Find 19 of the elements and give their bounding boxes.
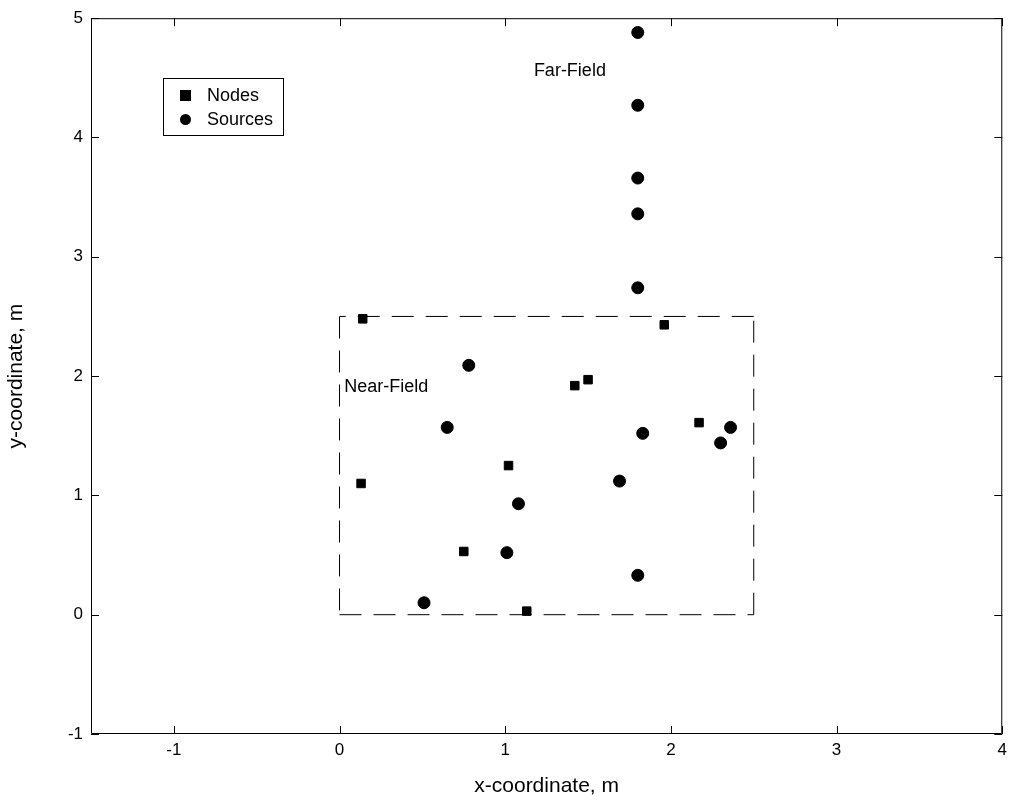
legend-label: Nodes <box>207 84 260 108</box>
x-tick-label: -1 <box>166 739 182 759</box>
x-axis-title: x-coordinate, m <box>474 773 619 797</box>
legend-label: Sources <box>207 108 274 132</box>
y-axis-title: y-coordinate, m <box>3 303 27 449</box>
y-tick-label: 5 <box>73 7 83 27</box>
x-tick-label: 4 <box>997 739 1008 759</box>
annotation: Far-Field <box>533 60 606 81</box>
x-tick-label: 2 <box>666 739 676 759</box>
x-tick-label: 0 <box>334 739 345 759</box>
annotation: Near-Field <box>344 375 429 396</box>
x-tick-label: 1 <box>500 739 510 759</box>
y-tick-label: 3 <box>73 246 83 266</box>
y-tick-label: 4 <box>73 127 83 147</box>
y-tick-label: 2 <box>73 365 83 385</box>
x-tick-label: 3 <box>831 739 842 759</box>
y-tick-label: 0 <box>73 604 83 624</box>
y-tick-label: 1 <box>73 485 83 505</box>
y-tick-label: -1 <box>67 723 83 743</box>
